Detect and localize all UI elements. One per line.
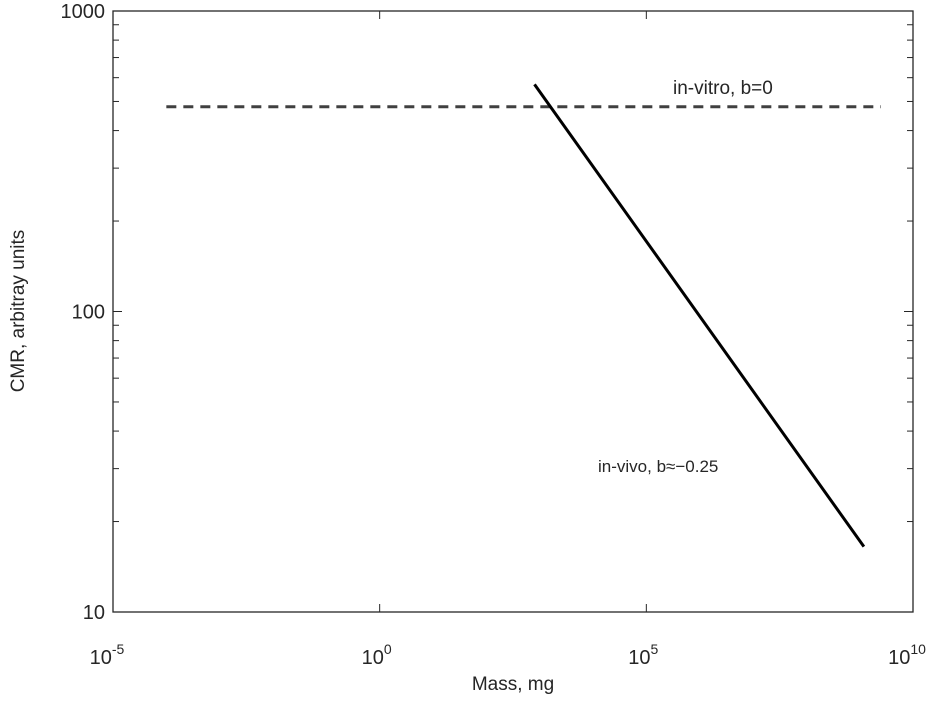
annotation-in-vitro: in-vitro, b=0: [673, 78, 773, 99]
y-tick-label: 10: [83, 602, 105, 624]
y-tick-label: 100: [72, 302, 105, 324]
series-line-in-vivo: [533, 83, 866, 548]
x-tick-label: 100: [362, 641, 392, 669]
x-tick-label: 105: [628, 641, 658, 669]
plot-frame: [112, 10, 914, 613]
x-axis-label: Mass, mg: [472, 674, 554, 695]
x-tick-label: 10-5: [90, 641, 125, 669]
annotation-in-vivo: in-vivo, b≈−0.25: [598, 457, 718, 476]
x-tick-label: 1010: [888, 641, 926, 669]
y-tick-label: 1000: [61, 1, 106, 23]
y-axis-label: CMR, arbitray units: [8, 230, 29, 393]
